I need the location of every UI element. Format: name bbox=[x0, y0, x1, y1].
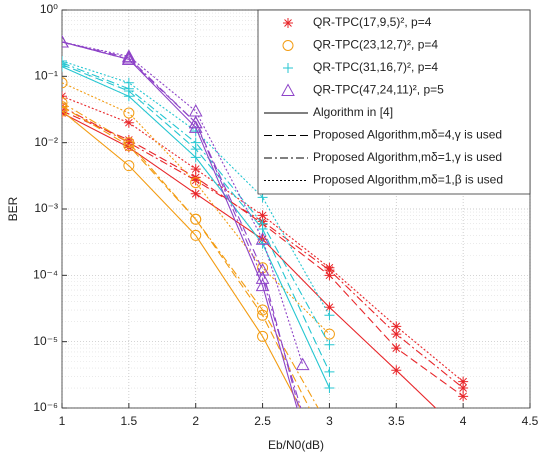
marker bbox=[122, 50, 136, 64]
marker bbox=[257, 304, 269, 316]
y-tick-label: 10⁻² bbox=[34, 135, 58, 149]
y-tick-label: 10⁻⁴ bbox=[33, 268, 58, 282]
marker bbox=[123, 137, 134, 148]
x-tick-label: 3.5 bbox=[388, 414, 405, 428]
series-line bbox=[62, 62, 330, 345]
legend-marker bbox=[281, 83, 295, 96]
marker bbox=[458, 383, 469, 394]
series-line bbox=[62, 41, 302, 408]
legend-label: Proposed Algorithm,mδ=1,γ is used bbox=[313, 150, 502, 164]
marker bbox=[324, 383, 335, 394]
marker bbox=[297, 422, 309, 433]
marker bbox=[458, 429, 468, 439]
y-tick-label: 10⁰ bbox=[40, 2, 58, 16]
legend-label: Proposed Algorithm,mδ=1,β is used bbox=[313, 173, 503, 187]
marker bbox=[62, 77, 68, 89]
marker bbox=[323, 328, 335, 340]
legend-label: QR-TPC(47,24,11)², p=5 bbox=[313, 83, 444, 97]
marker bbox=[122, 49, 136, 62]
x-tick-label: 3 bbox=[326, 414, 333, 428]
marker bbox=[123, 117, 134, 128]
y-tick-label: 10⁻⁶ bbox=[33, 400, 58, 414]
marker bbox=[62, 34, 69, 48]
marker bbox=[257, 330, 269, 342]
marker bbox=[257, 210, 268, 221]
series-line bbox=[62, 106, 310, 408]
marker bbox=[391, 343, 402, 354]
x-tick-label: 1 bbox=[59, 414, 66, 428]
legend-box bbox=[257, 9, 531, 195]
series-line bbox=[62, 41, 304, 365]
marker bbox=[188, 120, 203, 133]
marker bbox=[190, 175, 201, 186]
marker bbox=[255, 263, 270, 276]
marker bbox=[123, 77, 134, 88]
plot-series bbox=[62, 34, 469, 464]
marker bbox=[255, 278, 270, 292]
marker bbox=[62, 97, 68, 109]
marker bbox=[391, 329, 402, 340]
legend-marker bbox=[282, 40, 294, 51]
marker bbox=[62, 61, 67, 72]
marker bbox=[324, 366, 335, 377]
marker bbox=[324, 339, 335, 350]
marker bbox=[295, 357, 310, 371]
marker bbox=[255, 232, 270, 245]
marker bbox=[324, 270, 335, 281]
marker bbox=[188, 115, 203, 129]
marker bbox=[62, 56, 67, 67]
marker bbox=[324, 262, 335, 273]
marker bbox=[188, 103, 203, 117]
marker bbox=[324, 458, 334, 464]
marker bbox=[458, 376, 469, 387]
legend-marker bbox=[283, 18, 293, 28]
marker bbox=[324, 443, 334, 453]
x-tick-label: 1.5 bbox=[121, 414, 138, 428]
marker bbox=[391, 365, 402, 376]
marker bbox=[257, 218, 268, 229]
series-line bbox=[62, 110, 302, 408]
marker bbox=[123, 137, 135, 149]
y-axis-label: BER bbox=[6, 196, 20, 221]
legend-marker bbox=[283, 63, 293, 73]
legend-label: QR-TPC(31,16,7)², p=4 bbox=[313, 60, 438, 74]
x-tick-label: 2.5 bbox=[254, 414, 271, 428]
marker bbox=[123, 140, 135, 152]
marker bbox=[123, 160, 135, 172]
series-line bbox=[62, 102, 319, 408]
marker bbox=[190, 164, 201, 175]
marker bbox=[62, 105, 68, 117]
legend-label: Algorithm in [4] bbox=[313, 105, 393, 119]
x-tick-label: 4.5 bbox=[522, 414, 539, 428]
y-tick-label: 10⁻⁵ bbox=[33, 334, 58, 348]
marker bbox=[324, 310, 335, 321]
x-tick-label: 4 bbox=[460, 414, 467, 428]
y-tick-label: 10⁻³ bbox=[34, 201, 58, 215]
marker bbox=[324, 302, 335, 313]
marker bbox=[190, 213, 202, 225]
x-axis-label: Eb/N0(dB) bbox=[268, 438, 324, 452]
series-line bbox=[62, 82, 330, 335]
marker bbox=[458, 391, 469, 402]
y-tick-label: 10⁻¹ bbox=[34, 69, 58, 83]
marker bbox=[302, 407, 304, 408]
marker bbox=[62, 57, 67, 68]
marker bbox=[297, 417, 309, 428]
marker bbox=[190, 137, 201, 148]
x-tick-label: 2 bbox=[192, 414, 199, 428]
marker bbox=[391, 321, 402, 332]
marker bbox=[190, 177, 202, 189]
marker bbox=[255, 271, 270, 284]
legend-label: QR-TPC(23,12,7)², p=4 bbox=[313, 38, 438, 52]
marker bbox=[62, 101, 68, 113]
legend-label: Proposed Algorithm,mδ=4,γ is used bbox=[313, 128, 502, 142]
marker bbox=[190, 188, 201, 199]
legend-label: QR-TPC(17,9,5)², p=4 bbox=[313, 15, 432, 29]
marker bbox=[190, 229, 202, 241]
marker bbox=[123, 107, 135, 119]
